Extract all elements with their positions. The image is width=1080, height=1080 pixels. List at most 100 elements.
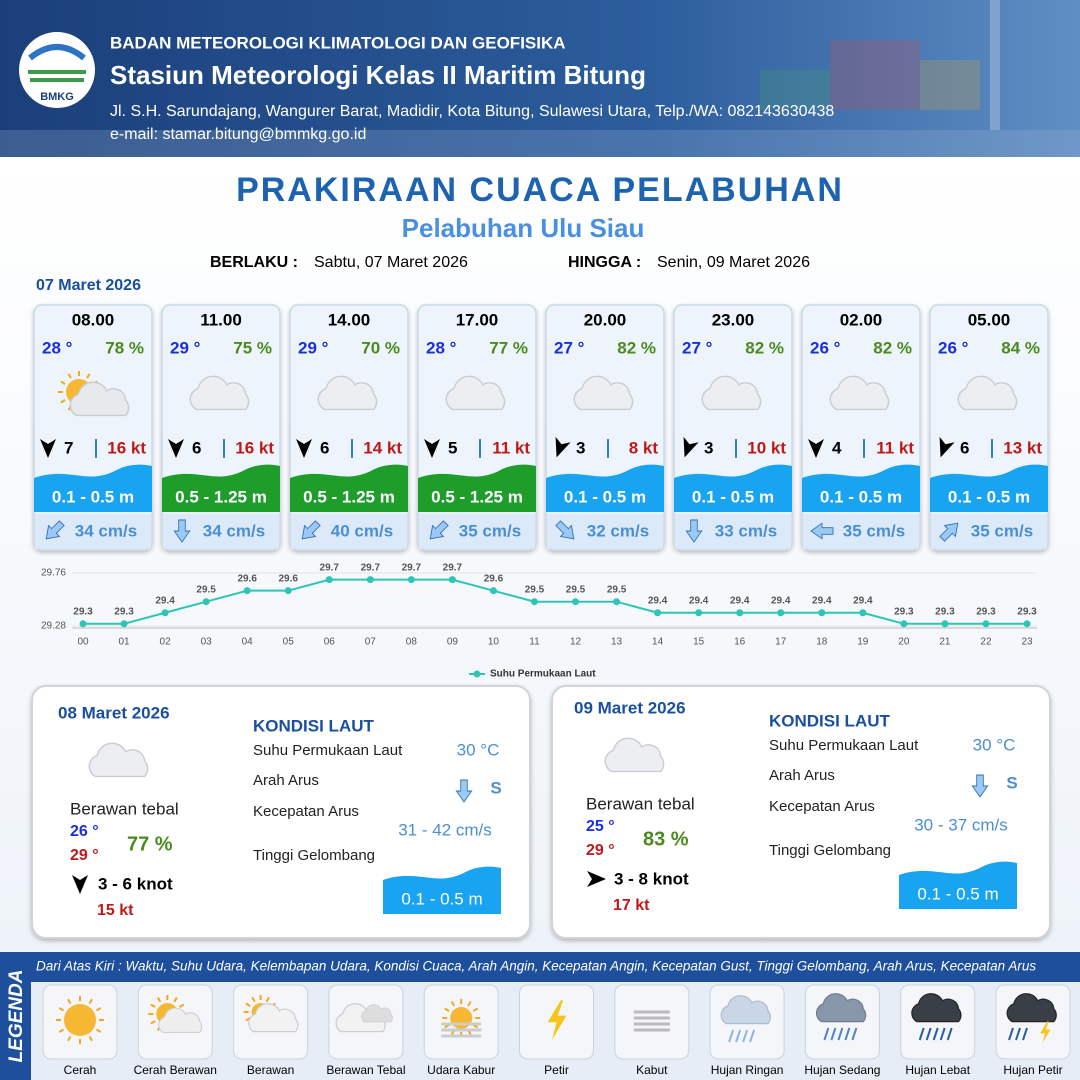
legend-item: Udara Kabur xyxy=(427,1063,495,1077)
x-tick-label: 14 xyxy=(652,637,664,648)
legend-item: Berawan xyxy=(247,1063,294,1077)
logo-text: BMKG xyxy=(40,91,74,103)
wave-height: 0.5 - 1.25 m xyxy=(303,487,395,506)
sst-point xyxy=(900,620,908,628)
wave-band xyxy=(162,464,280,512)
arrow-icon xyxy=(555,520,575,540)
sst-point xyxy=(736,609,744,617)
sun-ray xyxy=(444,1007,450,1012)
cloud-shape xyxy=(815,993,867,1023)
sun-ray xyxy=(86,373,91,379)
sst-line xyxy=(83,578,1027,625)
wave-band xyxy=(802,464,920,512)
sst-point xyxy=(1023,620,1031,628)
wind-speed: 4 xyxy=(832,438,842,457)
air-temperature: 29 ° xyxy=(170,338,201,357)
legend-description-bar xyxy=(0,952,1080,982)
humidity: 82 % xyxy=(617,338,656,357)
x-tick-label: 02 xyxy=(160,637,172,648)
arrow-icon xyxy=(173,519,191,543)
cloud-shape xyxy=(1006,993,1057,1023)
x-tick-label: 07 xyxy=(365,637,377,648)
cloud-shape xyxy=(957,375,1018,411)
wave-height: 0.5 - 1.25 m xyxy=(431,487,523,506)
legend-item: Hujan Petir xyxy=(1003,1063,1062,1077)
current-dir: S xyxy=(1006,773,1017,792)
rain-drop xyxy=(1015,1027,1021,1041)
value-label: 29.4 xyxy=(771,595,791,606)
gust: 16 kt xyxy=(107,438,146,457)
x-tick-label: 20 xyxy=(898,637,910,648)
air-temperature: 28 ° xyxy=(426,338,457,357)
wave-height: 0.5 - 1.25 m xyxy=(175,487,267,506)
day-box xyxy=(31,685,531,939)
rain-drop xyxy=(1022,1027,1028,1041)
rain-drop xyxy=(939,1027,946,1041)
current-dir-label: Arah Arus xyxy=(253,772,319,789)
wind-arrow xyxy=(555,436,571,458)
current-speed-label: Kecepatan Arus xyxy=(253,803,359,820)
cloud-shape xyxy=(248,1003,299,1033)
cloud-icon xyxy=(88,742,149,778)
arrow-icon xyxy=(301,520,321,540)
current-dir-label: Arah Arus xyxy=(769,767,835,784)
time: 05.00 xyxy=(968,310,1011,329)
current-speed: 40 cm/s xyxy=(331,521,393,540)
legend-title: LEGENDA xyxy=(6,970,27,1063)
arrow-icon xyxy=(455,779,473,803)
wind-arrow xyxy=(808,439,824,458)
cloud-icon xyxy=(1006,993,1057,1023)
cloud-shape xyxy=(445,375,506,411)
wind-arrow xyxy=(296,439,312,458)
current-speed-label: Kecepatan Arus xyxy=(769,798,875,815)
sun-ray xyxy=(58,1028,65,1033)
x-tick-label: 05 xyxy=(283,637,295,648)
humidity: 82 % xyxy=(873,338,912,357)
sst-point xyxy=(448,576,456,584)
sun-ray xyxy=(150,1020,156,1025)
gust: 14 kt xyxy=(363,438,402,457)
rain-drop xyxy=(749,1029,756,1043)
wave-band xyxy=(674,464,792,512)
value-label: 29.5 xyxy=(196,584,216,595)
value-label: 29.5 xyxy=(607,584,627,595)
arrow-icon xyxy=(810,522,834,540)
value-label: 29.5 xyxy=(525,584,545,595)
sst-point xyxy=(243,587,251,595)
x-tick-label: 16 xyxy=(734,637,746,648)
condition: Berawan tebal xyxy=(70,799,179,818)
value-label: 29.4 xyxy=(730,595,750,606)
rain-drop xyxy=(932,1027,939,1041)
current-speed: 34 cm/s xyxy=(203,521,265,540)
wind-speed: 7 xyxy=(64,438,73,457)
wave-height: 0.1 - 0.5 m xyxy=(948,487,1030,506)
value-label: 29.4 xyxy=(155,595,175,606)
wave-label: Tinggi Gelombang xyxy=(253,847,375,864)
rain-drop xyxy=(851,1027,858,1041)
sst-point xyxy=(530,598,538,606)
wave-band xyxy=(418,464,536,512)
cloud-icon xyxy=(445,375,506,411)
logo-arc xyxy=(28,44,86,61)
legend-item: Cerah xyxy=(64,1063,97,1077)
x-tick-label: 13 xyxy=(611,637,623,648)
value-label: 29.4 xyxy=(648,595,668,606)
day-date: 09 Maret 2026 xyxy=(574,698,686,717)
wind-speed: 6 xyxy=(192,438,201,457)
wave-height: 0.1 - 0.5 m xyxy=(692,487,774,506)
sun-ray xyxy=(88,998,93,1005)
sst-point xyxy=(407,576,415,584)
value-label: 29.3 xyxy=(114,606,134,617)
sst-point xyxy=(284,587,292,595)
air-temperature: 27 ° xyxy=(682,338,713,357)
current-dir: S xyxy=(490,778,501,797)
sst-label: Suhu Permukaan Laut xyxy=(253,742,403,759)
x-tick-label: 18 xyxy=(816,637,828,648)
time: 14.00 xyxy=(328,310,371,329)
sun-ray xyxy=(472,1007,479,1012)
header-background xyxy=(0,0,1080,157)
rain-drop xyxy=(946,1027,953,1041)
rain-drop xyxy=(742,1029,749,1043)
value-label: 29.6 xyxy=(237,573,257,584)
current-speed: 35 cm/s xyxy=(843,521,905,540)
